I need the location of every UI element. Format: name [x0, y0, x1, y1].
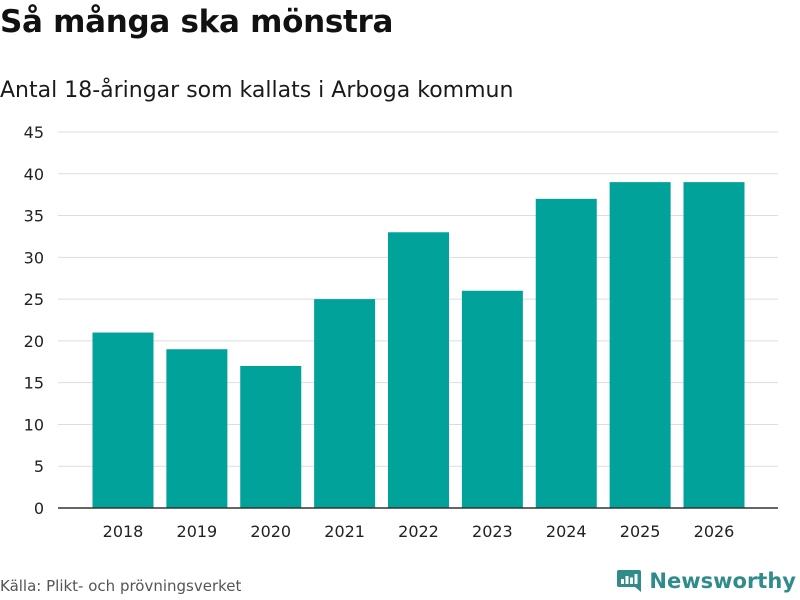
bar-2020 — [240, 365, 302, 508]
chart-title: Så många ska mönstra — [0, 4, 394, 40]
source-note: Källa: Plikt- och prövningsverket — [0, 577, 242, 595]
x-tick-label: 2025 — [620, 522, 661, 541]
y-tick-label: 25 — [24, 290, 44, 309]
x-tick-label: 2022 — [398, 522, 439, 541]
brand-name: Newsworthy — [649, 569, 796, 593]
bar-2021 — [314, 299, 376, 508]
bar-2024 — [535, 198, 597, 508]
x-tick-label: 2020 — [250, 522, 291, 541]
y-tick-label: 20 — [24, 332, 44, 351]
y-tick-label: 35 — [24, 207, 44, 226]
y-tick-label: 30 — [24, 248, 44, 267]
x-tick-label: 2024 — [546, 522, 587, 541]
brand-logo[interactable]: Newsworthy — [616, 568, 796, 594]
bar-2022 — [388, 232, 449, 508]
y-tick-label: 10 — [24, 415, 44, 434]
y-tick-label: 5 — [34, 457, 44, 476]
x-tick-label: 2018 — [103, 522, 144, 541]
y-tick-label: 15 — [24, 374, 44, 393]
bar-2026 — [683, 182, 745, 508]
x-tick-label: 2019 — [177, 522, 218, 541]
x-tick-label: 2023 — [472, 522, 513, 541]
y-tick-label: 40 — [24, 165, 44, 184]
x-tick-label: 2026 — [694, 522, 735, 541]
bar-2019 — [166, 349, 228, 508]
bar-2023 — [461, 290, 523, 508]
newsworthy-logo-icon — [617, 570, 642, 592]
y-tick-label: 45 — [24, 123, 44, 142]
x-tick-label: 2021 — [324, 522, 365, 541]
bar-2018 — [92, 332, 154, 508]
chart-subtitle: Antal 18-åringar som kallats i Arboga ko… — [0, 78, 514, 103]
y-tick-label: 0 — [34, 499, 44, 518]
bar-2025 — [609, 182, 671, 508]
